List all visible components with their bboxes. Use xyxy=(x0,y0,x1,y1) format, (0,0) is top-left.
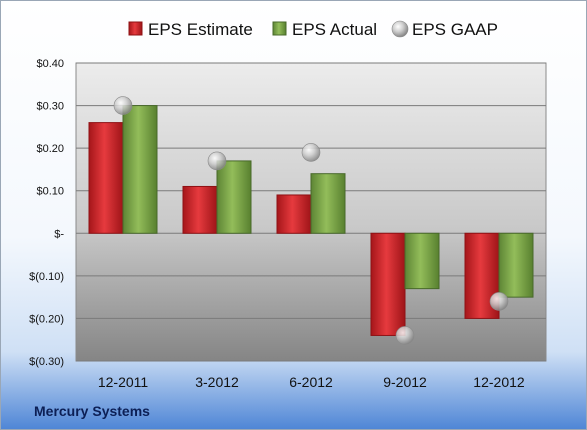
eps-gaap-marker xyxy=(489,292,509,311)
company-name: Mercury Systems xyxy=(34,403,150,419)
legend-swatch-actual xyxy=(272,21,287,36)
y-tick-label: $(0.30) xyxy=(29,356,64,368)
y-tick-label: $(0.10) xyxy=(29,271,64,283)
x-tick-label: 9-2012 xyxy=(383,374,427,390)
legend-label: EPS GAAP xyxy=(412,20,498,39)
x-tick-label: 6-2012 xyxy=(289,374,333,390)
x-tick-label: 12-2012 xyxy=(473,374,525,390)
eps-gaap-marker xyxy=(207,151,227,171)
eps-estimate-bar xyxy=(276,194,312,234)
legend-label: EPS Estimate xyxy=(148,20,253,39)
eps-estimate-bar xyxy=(182,185,218,234)
y-tick-label: $0.20 xyxy=(36,143,64,155)
gaap-markers xyxy=(113,96,509,345)
eps-chart: $0.40 $0.30 $0.20 $0.10 $- $(0.10) $(0.20) $(0.… xyxy=(29,20,547,390)
x-tick-label: 12-2011 xyxy=(98,374,149,390)
y-tick-label: $- xyxy=(54,228,64,240)
legend-swatch-gaap xyxy=(391,20,409,38)
eps-actual-bar xyxy=(404,232,440,290)
eps-actual-bar xyxy=(216,160,252,234)
eps-gaap-marker xyxy=(113,96,133,115)
y-tick-label: $0.10 xyxy=(36,186,64,198)
y-tick-label: $0.30 xyxy=(36,101,64,113)
y-tick-label: $(0.20) xyxy=(29,313,64,325)
legend: EPS Estimate EPS Actual EPS GAAP xyxy=(128,20,498,39)
legend-label: EPS Actual xyxy=(292,20,377,39)
eps-estimate-bar xyxy=(370,232,406,336)
eps-actual-bar xyxy=(310,173,346,234)
eps-gaap-marker xyxy=(301,143,321,162)
x-axis: 12-2011 3-2012 6-2012 9-2012 12-2012 xyxy=(98,374,525,390)
eps-actual-bar xyxy=(498,232,534,298)
x-tick-label: 3-2012 xyxy=(195,374,239,390)
eps-actual-bar xyxy=(122,105,158,234)
y-tick-label: $0.40 xyxy=(36,58,64,70)
eps-gaap-marker xyxy=(395,326,415,345)
y-axis: $0.40 $0.30 $0.20 $0.10 $- $(0.10) $(0.20) $(0.… xyxy=(29,58,64,368)
legend-swatch-estimate xyxy=(128,21,143,36)
eps-estimate-bar xyxy=(88,122,124,234)
bars xyxy=(88,105,534,336)
